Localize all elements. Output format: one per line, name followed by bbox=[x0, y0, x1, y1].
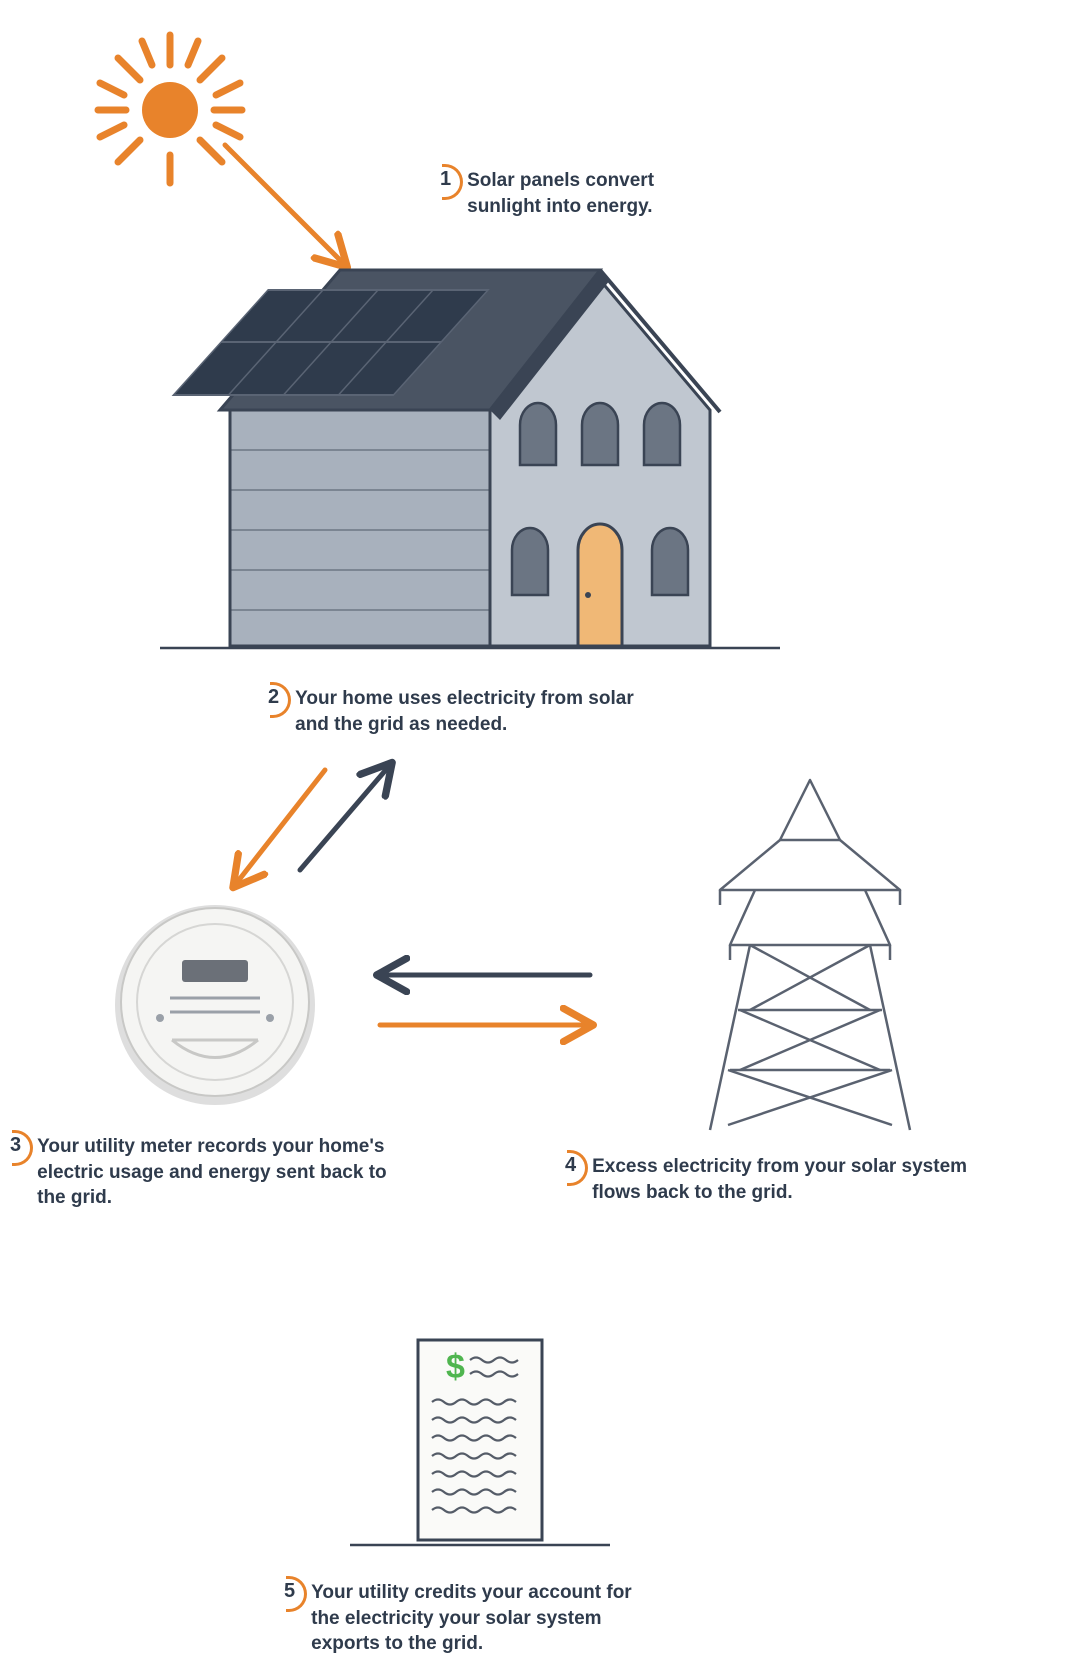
step-5: 5 Your utility credits your account for … bbox=[284, 1580, 651, 1657]
step-3-number: 3 bbox=[10, 1134, 25, 1157]
step-5-text: Your utility credits your account for th… bbox=[311, 1580, 651, 1657]
step-3: 3 Your utility meter records your home's… bbox=[10, 1134, 397, 1211]
transmission-tower-icon bbox=[660, 770, 960, 1140]
step-3-text: Your utility meter records your home's e… bbox=[37, 1134, 397, 1211]
svg-text:$: $ bbox=[446, 1348, 465, 1386]
step-4: 4 Excess electricity from your solar sys… bbox=[565, 1154, 972, 1205]
step-4-number: 4 bbox=[565, 1154, 580, 1177]
utility-bill-icon: $ bbox=[380, 1330, 580, 1560]
step-4-text: Excess electricity from your solar syste… bbox=[592, 1154, 972, 1205]
step-5-number: 5 bbox=[284, 1580, 299, 1603]
